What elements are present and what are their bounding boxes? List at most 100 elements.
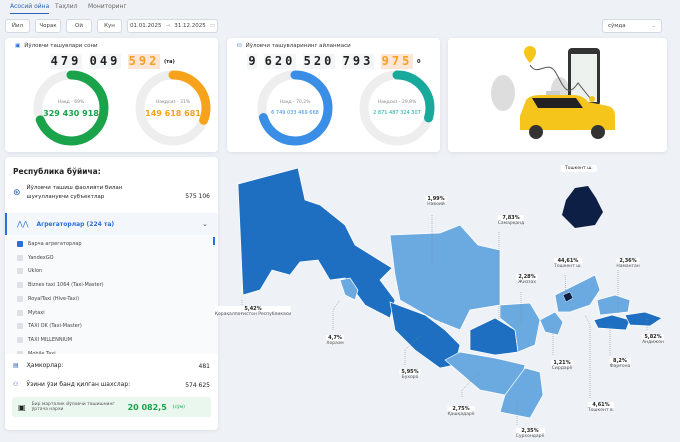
date-to: 31.12.2025 [174, 23, 206, 29]
aggregators-list[interactable]: Барча агрегаторлар YandexGO Uklon Biznes ta… [5, 235, 218, 354]
aggregator-label: Uklon [28, 268, 43, 275]
region-syrdarya[interactable] [539, 311, 564, 336]
average-price-unit: (сўм) [172, 404, 185, 410]
year-button[interactable]: Йил [5, 19, 30, 33]
aggregator-label: Барча агрегаторлар [28, 241, 82, 247]
aggregator-label: TAXI MILLENNIUM [28, 336, 73, 343]
unit-label: (та) [164, 58, 175, 65]
aggregator-label: RoyalTaxi (Hive-Taxi) [28, 295, 80, 302]
region-label: 8,2% Фарғона [609, 358, 631, 369]
aggregator-label: Mobile Taxi [28, 350, 56, 354]
aggregator-item[interactable]: TAXI MILLENNIUM [17, 336, 73, 343]
tab-analysis[interactable]: Таҳлил [55, 3, 78, 10]
noncash-gauge: Нақдсиз - 31% 149 618 681 [132, 67, 214, 149]
region-tashkent-oblast[interactable] [554, 274, 601, 313]
inset-label: Тошкент ш. [561, 165, 597, 172]
gauge-value: 6 749 033 469 668 [271, 110, 319, 116]
checkbox[interactable] [17, 282, 23, 289]
region-label: 5,42% Қорақалпоғистон Республикаси [214, 306, 292, 317]
region-label: 5,95% Бухоро [399, 369, 421, 380]
republic-panel: Республика бўйича: ⊛ Йўловчи ташиш фаоли… [5, 157, 218, 430]
checkbox[interactable] [17, 295, 23, 302]
region-percent: 5,42% [214, 306, 292, 312]
digits-highlight: 592 [128, 54, 160, 69]
aggregator-item[interactable]: TAXI OK (Taxi-Master) [17, 323, 82, 330]
region-name: Тошкент ш. [554, 264, 582, 269]
aggregator-item[interactable]: Uklon [17, 268, 43, 275]
self-employed-label: Ўзини ўзи банд қилган шахслар: [26, 381, 131, 388]
region-karakalpakstan[interactable] [237, 167, 396, 319]
aggregators-label: Агрегаторлар (224 та) [36, 220, 115, 228]
region-label: 2,28% Жиззах [516, 274, 538, 285]
region-khorezm[interactable] [339, 277, 359, 301]
date-range-picker[interactable]: 01.01.2025 → 31.12.2025 ▭ [127, 19, 218, 33]
checkbox[interactable] [17, 254, 23, 261]
region-name: Жиззах [518, 280, 536, 285]
checkbox[interactable] [17, 323, 23, 330]
region-percent: 2,35% [515, 428, 545, 434]
aggregator-label: Mytaxi [28, 309, 45, 316]
region-percent: 7,83% [497, 215, 525, 221]
region-percent: 2,75% [447, 406, 475, 412]
gauge-label: Нақд - 70,2% [279, 100, 311, 105]
region-surkhandarya[interactable] [499, 367, 544, 419]
region-name: Андижон [642, 340, 664, 345]
checkbox[interactable] [17, 309, 23, 316]
tashkent-city-inset [562, 186, 603, 228]
region-percent: 2,36% [616, 258, 640, 264]
region-name: Сирдарё [551, 366, 573, 371]
digits-group: 479 [50, 54, 82, 69]
taxi-illustration [491, 46, 615, 139]
region-andijan[interactable] [624, 311, 663, 327]
average-price-value: 20 082,5 [127, 402, 167, 412]
aggregator-item[interactable]: Biznes taxi 1064 (Taxi-Master) [17, 282, 104, 289]
tab-monitoring[interactable]: Мониторинг [88, 3, 127, 10]
day-button[interactable]: Кун [97, 19, 122, 33]
region-jizzakh[interactable] [499, 302, 541, 353]
aggregators-accordion[interactable]: ⋀⋀ Агрегаторлар (224 та) ⌄ [5, 213, 218, 235]
gauge-arc [33, 70, 109, 146]
region-label: 5,82% Андижон [642, 334, 664, 345]
region-label: 44,61% Тошкент ш. [554, 258, 582, 269]
region-tashkent-city[interactable] [562, 291, 574, 303]
region-namangan[interactable] [596, 294, 631, 316]
aggregator-item[interactable]: Mobile Taxi [17, 350, 56, 354]
self-employed-row: ⚇ Ўзини ўзи банд қилган шахслар: [13, 381, 130, 388]
region-name: Бухоро [401, 375, 419, 380]
scrollbar[interactable] [213, 237, 215, 245]
currency-select[interactable]: сўмда ⌄ [602, 19, 662, 33]
aggregator-item[interactable]: YandexGO [17, 254, 54, 261]
region-label: 2,36% Наманган [616, 258, 640, 269]
aggregator-item[interactable]: Барча агрегаторлар [17, 241, 82, 247]
aggregator-item[interactable]: Mytaxi [17, 309, 45, 316]
checkbox[interactable] [17, 336, 23, 343]
checkbox[interactable] [17, 350, 23, 354]
quarter-button[interactable]: Чорак [35, 19, 61, 33]
subjects-value: 575 106 [185, 193, 210, 200]
unit-label: 0 [417, 58, 421, 65]
aggregator-item[interactable]: RoyalTaxi (Hive-Taxi) [17, 295, 80, 302]
digits-group: 520 [303, 54, 335, 69]
gauge-label: Нақд - 69% [57, 100, 85, 105]
tab-main[interactable]: Асосий ойна [10, 3, 50, 14]
region-name: Сурхондарё [515, 434, 545, 439]
checkbox[interactable] [17, 268, 23, 275]
self-employed-value: 574 625 [185, 382, 210, 389]
region-fergana[interactable] [593, 314, 631, 331]
month-button[interactable]: Ой [66, 19, 92, 33]
noncash-gauge: Нақдсиз - 29,8% 2 871 487 324 307 [356, 67, 438, 149]
card-title: Йўловчи ташувлари сони [24, 43, 98, 49]
region-name: Қорақалпоғистон Республикаси [214, 312, 292, 317]
checkbox[interactable] [17, 241, 23, 247]
chevron-down-icon: ⌄ [651, 23, 656, 29]
calendar-icon: ▭ [209, 23, 215, 29]
digits-group: 793 [342, 54, 374, 69]
region-navoi[interactable] [389, 224, 501, 331]
chevron-down-icon: ⌄ [202, 220, 208, 228]
digits-group: 620 [264, 54, 296, 69]
region-percent: 4,61% [587, 402, 615, 408]
region-percent: 4,7% [326, 335, 344, 341]
digits-group: 049 [89, 54, 121, 69]
aggregator-label: Biznes taxi 1064 (Taxi-Master) [28, 282, 104, 289]
